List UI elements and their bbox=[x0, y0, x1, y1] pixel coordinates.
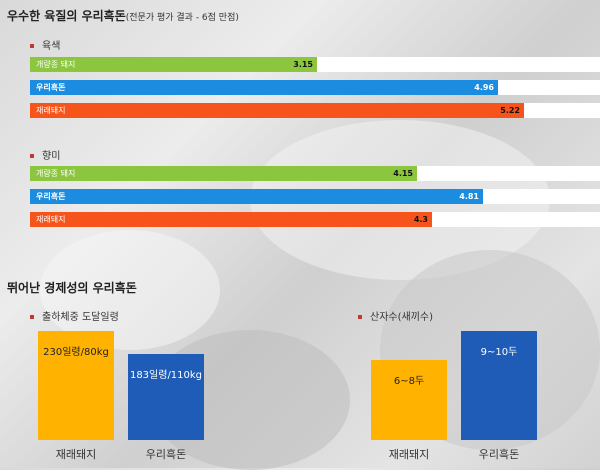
chart2-subtitle: 향미 bbox=[30, 147, 60, 162]
bar-data-label: 6~8두 bbox=[393, 376, 425, 387]
bullet-icon bbox=[358, 315, 362, 319]
bar-category-label: 재래돼지 bbox=[388, 448, 430, 461]
bullet-icon bbox=[30, 154, 34, 158]
bullet-icon bbox=[30, 44, 34, 48]
section1-title-text: 우수한 육질의 우리흑돈 bbox=[7, 9, 126, 23]
bar-category-label: 우리흑돈 bbox=[36, 192, 66, 201]
bar bbox=[371, 360, 447, 440]
section1-title: 우수한 육질의 우리흑돈(전문가 평가 결과 - 6점 만점) bbox=[7, 7, 239, 24]
chart3-subtitle-text: 출하체중 도달일령 bbox=[42, 312, 119, 323]
bar bbox=[461, 331, 537, 440]
bar bbox=[30, 103, 524, 118]
bar bbox=[30, 189, 483, 204]
bar-value-label: 4.3 bbox=[413, 215, 428, 224]
bar-category-label: 재래돼지 bbox=[36, 215, 66, 224]
bar bbox=[30, 212, 432, 227]
bar-value-label: 4.96 bbox=[474, 83, 494, 92]
chart2-subtitle-text: 향미 bbox=[42, 151, 61, 162]
bar-category-label: 재래돼지 bbox=[55, 448, 97, 461]
bar-category-label: 개량종 돼지 bbox=[36, 169, 76, 178]
bar-category-label: 개량종 돼지 bbox=[36, 60, 76, 69]
bar-value-label: 4.15 bbox=[393, 169, 413, 178]
bar-category-label: 재래돼지 bbox=[36, 106, 66, 115]
bar-category-label: 우리흑돈 bbox=[145, 448, 187, 461]
bar-data-label: 9~10두 bbox=[480, 347, 518, 359]
bar-value-label: 5.22 bbox=[500, 106, 520, 115]
bar-category-label: 우리흑돈 bbox=[36, 83, 66, 92]
bar-data-label: 183일령/110kg bbox=[129, 369, 203, 381]
bar-data-label: 230일령/80kg bbox=[43, 347, 109, 359]
chart3-subtitle: 출하체중 도달일령 bbox=[30, 308, 119, 323]
chart1-subtitle: 육색 bbox=[30, 37, 60, 52]
bar bbox=[30, 57, 317, 72]
bar-value-label: 4.81 bbox=[459, 192, 479, 201]
bar-track: 재래돼지 4.3 bbox=[30, 212, 600, 227]
bar-track: 재래돼지 5.22 bbox=[30, 103, 600, 118]
bar-track: 개량종 돼지 3.15 bbox=[30, 57, 600, 72]
section2-title: 뛰어난 경제성의 우리흑돈 bbox=[7, 281, 137, 295]
section1-title-note: (전문가 평가 결과 - 6점 만점) bbox=[125, 13, 239, 23]
bar-track: 우리흑돈 4.81 bbox=[30, 189, 600, 204]
bar-track: 우리흑돈 4.96 bbox=[30, 80, 600, 95]
background-shape bbox=[40, 230, 220, 350]
bar bbox=[128, 353, 204, 440]
bar-value-label: 3.15 bbox=[293, 60, 313, 69]
bar-category-label: 우리흑돈 bbox=[478, 448, 520, 461]
bullet-icon bbox=[30, 315, 34, 319]
chart4-subtitle: 산자수(새끼수) bbox=[358, 308, 433, 323]
bar bbox=[30, 80, 498, 95]
chart1-subtitle-text: 육색 bbox=[42, 41, 61, 52]
bar bbox=[38, 331, 114, 440]
bar-track: 개량종 돼지 4.15 bbox=[30, 166, 600, 181]
chart4-subtitle-text: 산자수(새끼수) bbox=[370, 312, 434, 323]
bar bbox=[30, 166, 417, 181]
